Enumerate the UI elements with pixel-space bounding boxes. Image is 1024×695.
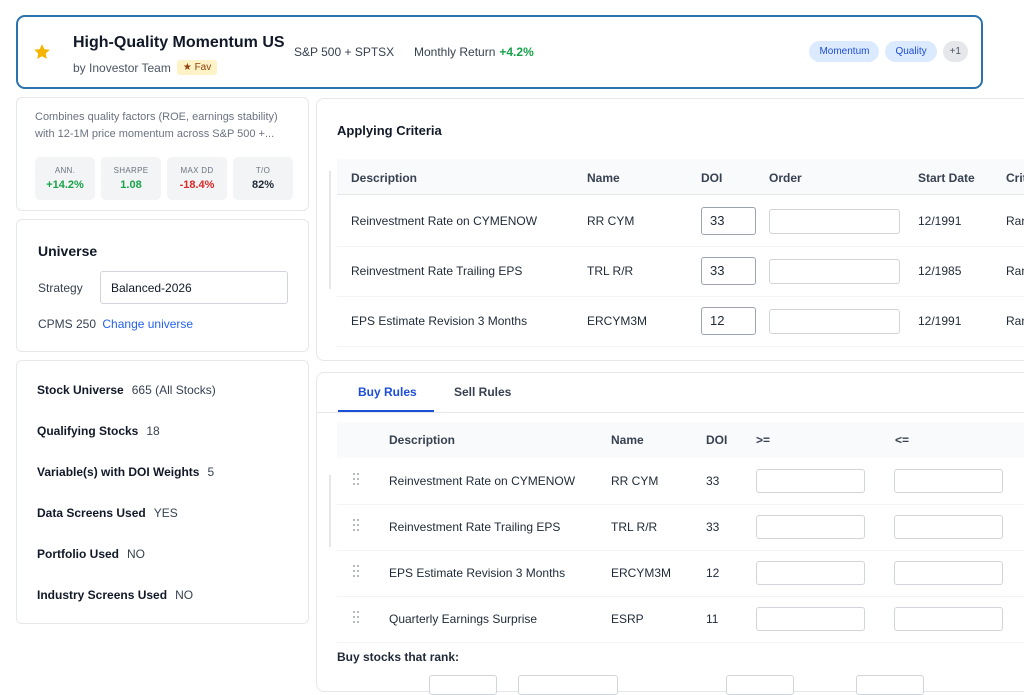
stat-max-drawdown: MAX DD -18.4% xyxy=(167,157,227,200)
data-screens-row: Data Screens Used YES xyxy=(37,506,178,520)
rank-input[interactable] xyxy=(856,675,924,695)
tag-list: Momentum Quality +1 xyxy=(809,41,968,62)
strategy-summary-card: Combines quality factors (ROE, earnings … xyxy=(16,97,309,211)
criteria-table-header: Description Name DOI Order Start Date Cr… xyxy=(337,159,1024,195)
strategy-description: Combines quality factors (ROE, earnings … xyxy=(35,111,278,140)
rank-input[interactable] xyxy=(726,675,794,695)
rule-row: Quarterly Earnings Surprise ESRP 11 xyxy=(337,597,1024,643)
order-input[interactable] xyxy=(769,259,900,284)
star-icon[interactable] xyxy=(33,43,51,61)
portfolio-used-row: Portfolio Used NO xyxy=(37,547,146,561)
doi-variables-row: Variable(s) with DOI Weights 5 xyxy=(37,465,215,479)
lte-input[interactable] xyxy=(894,515,1003,539)
scroll-indicator xyxy=(329,171,331,289)
tag-momentum[interactable]: Momentum xyxy=(809,41,880,62)
strategy-input[interactable] xyxy=(100,271,288,304)
criteria-row: Reinvestment Rate Trailing EPS TRL R/R 3… xyxy=(337,247,1024,297)
buy-rank-label: Buy stocks that rank: xyxy=(337,650,460,664)
drag-handle-icon[interactable] xyxy=(353,473,361,485)
tag-more[interactable]: +1 xyxy=(942,41,968,62)
lte-input[interactable] xyxy=(894,469,1003,493)
drag-handle-icon[interactable] xyxy=(353,611,361,623)
rule-row: Reinvestment Rate on CYMENOW RR CYM 33 xyxy=(337,459,1024,505)
stats-row: ANN. +14.2% SHARPE 1.08 MAX DD -18.4% T/O 82… xyxy=(35,157,293,200)
order-input[interactable] xyxy=(769,209,900,234)
gte-input[interactable] xyxy=(756,515,865,539)
doi-input[interactable]: 33 xyxy=(701,207,756,235)
change-universe-link[interactable]: Change universe xyxy=(102,317,194,331)
criteria-title: Applying Criteria xyxy=(337,123,442,138)
order-input[interactable] xyxy=(769,309,900,334)
stat-annual: ANN. +14.2% xyxy=(35,157,95,200)
favorite-badge[interactable]: ★ Fav xyxy=(176,60,218,75)
active-tab-indicator xyxy=(338,410,434,412)
stock-info-card: Stock Universe 665 (All Stocks) Qualifyin… xyxy=(16,360,309,624)
strategy-label: Strategy xyxy=(38,281,83,295)
rank-input[interactable] xyxy=(429,675,497,695)
scroll-indicator xyxy=(329,475,331,547)
stock-universe-row: Stock Universe 665 (All Stocks) xyxy=(37,383,216,397)
gte-input[interactable] xyxy=(756,469,865,493)
qualifying-stocks-row: Qualifying Stocks 18 xyxy=(37,424,160,438)
lte-input[interactable] xyxy=(894,561,1003,585)
universe-card: Universe Strategy CPMS 250 Change univer… xyxy=(16,219,309,352)
author-byline: by Inovestor Team xyxy=(73,60,171,75)
benchmark-label: S&P 500 + SPTSX xyxy=(294,45,395,59)
tab-buy-rules[interactable]: Buy Rules xyxy=(358,385,417,399)
tag-quality[interactable]: Quality xyxy=(885,41,937,62)
gte-input[interactable] xyxy=(756,561,865,585)
stat-sharpe: SHARPE 1.08 xyxy=(101,157,161,200)
tab-sell-rules[interactable]: Sell Rules xyxy=(454,385,512,399)
rule-row: EPS Estimate Revision 3 Months ERCYM3M 1… xyxy=(337,551,1024,597)
cpms-label: CPMS 250 xyxy=(38,317,97,331)
strategy-header-card: High-Quality Momentum US by Inovestor Te… xyxy=(16,15,983,89)
criteria-row: Reinvestment Rate on CYMENOW RR CYM 33 1… xyxy=(337,197,1024,247)
drag-handle-icon[interactable] xyxy=(353,565,361,577)
criteria-row: EPS Estimate Revision 3 Months ERCYM3M 1… xyxy=(337,297,1024,347)
universe-title: Universe xyxy=(38,243,98,259)
lte-input[interactable] xyxy=(894,607,1003,631)
applying-criteria-card: Applying Criteria Description Name DOI O… xyxy=(316,98,1024,361)
rule-row: Reinvestment Rate Trailing EPS TRL R/R 3… xyxy=(337,505,1024,551)
gte-input[interactable] xyxy=(756,607,865,631)
doi-input[interactable]: 12 xyxy=(701,307,756,335)
rank-select[interactable] xyxy=(518,675,618,695)
monthly-return-value: +4.2% xyxy=(499,45,534,59)
doi-input[interactable]: 33 xyxy=(701,257,756,285)
drag-handle-icon[interactable] xyxy=(353,519,361,531)
monthly-return: Monthly Return +4.2% xyxy=(414,45,534,59)
stat-turnover: T/O 82% xyxy=(233,157,293,200)
strategy-title: High-Quality Momentum US xyxy=(73,34,285,51)
industry-screens-row: Industry Screens Used NO xyxy=(37,588,194,602)
rules-table-header: Description Name DOI >= <= xyxy=(337,422,1024,458)
rules-tabs: Buy Rules Sell Rules xyxy=(317,373,1024,413)
rules-card: Buy Rules Sell Rules Description Name DO… xyxy=(316,372,1024,695)
